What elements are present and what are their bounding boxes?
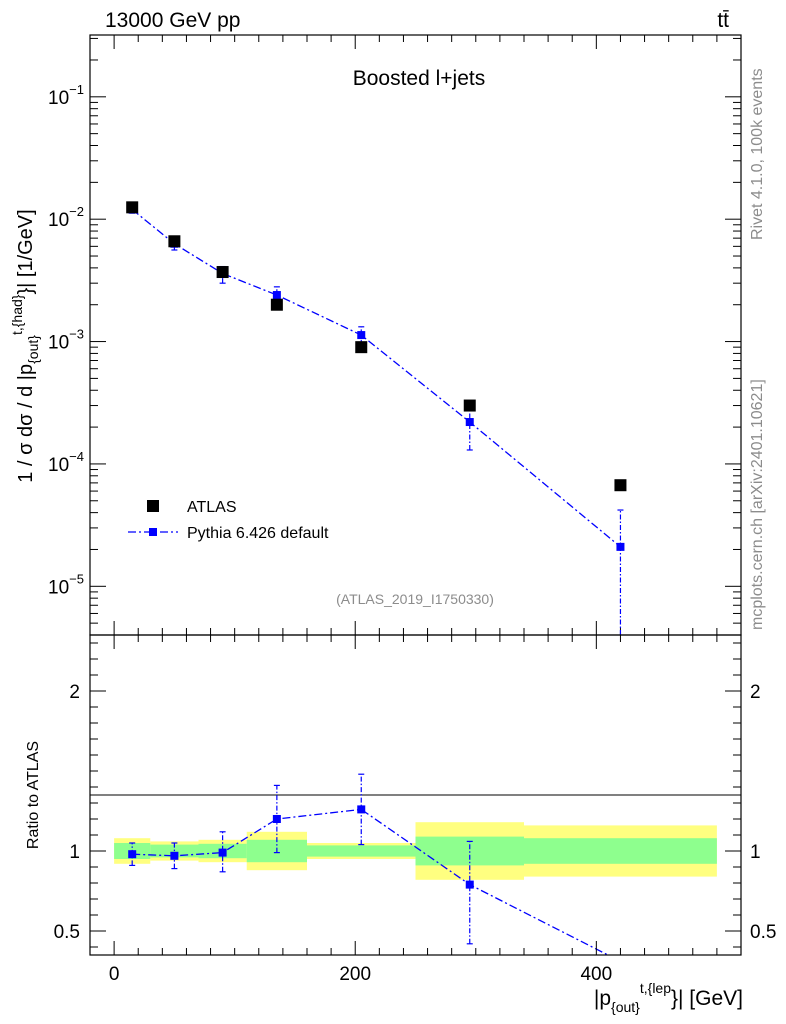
main-ytick-label-exp: −5: [69, 571, 84, 586]
main-panel-frame: [89, 34, 742, 636]
legend: ATLAS Pythia 6.426 default: [128, 499, 329, 542]
atlas-point: [216, 266, 229, 279]
process-label: tt̄: [717, 9, 729, 32]
pythia-point: [272, 291, 281, 300]
pythia-point: [465, 418, 474, 427]
main-panel-ticks: [90, 35, 741, 636]
pythia-line: [131, 208, 621, 548]
atlas-point: [126, 201, 139, 214]
ratio-xlabel: |p{out}t,{lep}| [GeV]: [594, 980, 743, 1015]
main-ylabel-tail: }| [1/GeV]: [15, 209, 37, 294]
energy-label: 13000 GeV pp: [105, 9, 240, 32]
ratio-pythia-point: [272, 815, 281, 823]
ratio-pythia-point: [357, 805, 366, 814]
ratio-pythia-point: [128, 850, 137, 859]
ratio-xlabel-sup: t,{lep: [640, 980, 671, 996]
ratio-uncertainty-bands: [114, 822, 717, 880]
ratio-ytick-label-right: 0.5: [750, 922, 776, 943]
main-series-pythia: [128, 205, 625, 635]
main-ytick-label-exp: −2: [69, 204, 84, 219]
ratio-band-green: [524, 838, 717, 864]
main-panel: 10−110−210−310−410−5 Boosted l+jets (ATL…: [9, 34, 742, 636]
ratio-clipped-group: [128, 773, 610, 955]
atlas-point: [463, 399, 476, 412]
ratio-panel-ticks: [90, 635, 741, 955]
ratio-pythia-point: [170, 851, 179, 860]
ratio-xlabel-tail: }| [GeV]: [671, 987, 743, 1010]
main-ytick-label-base: 10: [48, 210, 69, 231]
ratio-ytick-label-left: 0.5: [54, 922, 80, 943]
main-ylabel: 1 / σ dσ / d |p{out}t,{had}}| [1/GeV]: [9, 209, 41, 482]
legend-pythia-marker: [149, 528, 157, 536]
main-ytick-label: 10−5: [48, 571, 84, 598]
main-title: Boosted l+jets: [353, 67, 486, 90]
main-ytick-label-base: 10: [48, 88, 69, 109]
ratio-ytick-labels: 0.5 0.5 1 1 2 2: [54, 682, 777, 943]
legend-pythia-label: Pythia 6.426 default: [187, 525, 329, 542]
ratio-panel: 0.5 0.5 1 1 2 2 0 200 400 Ratio to ATLAS |p{out…: [25, 634, 777, 1015]
ratio-ytick-label-left: 1: [69, 842, 80, 863]
pythia-point: [357, 331, 366, 340]
ratio-xtick-label: 400: [580, 964, 612, 985]
main-ytick-label: 10−1: [48, 82, 84, 109]
mcplots-label: mcplots.cern.ch [arXiv:2401.10621]: [749, 379, 766, 630]
ratio-xtick-label: 0: [109, 964, 120, 985]
ratio-ylabel: Ratio to ATLAS: [25, 741, 42, 849]
ratio-xtick-labels: 0 200 400: [109, 964, 612, 985]
ratio-band-green: [307, 845, 416, 857]
legend-atlas-marker: [147, 500, 159, 512]
ratio-ytick-label-right: 2: [750, 682, 761, 703]
rivet-version-label: Rivet 4.1.0, 100k events: [749, 68, 766, 240]
ratio-panel-frame: [89, 634, 742, 956]
main-ytick-label: 10−4: [48, 449, 84, 476]
main-ytick-label-base: 10: [48, 455, 69, 476]
atlas-point: [168, 235, 181, 248]
atlas-point: [614, 479, 627, 492]
ratio-ytick-label-left: 2: [69, 682, 80, 703]
pythia-point: [616, 542, 625, 551]
svg-text:|p{out}t,{lep}| [GeV]: |p{out}t,{lep}| [GeV]: [594, 980, 743, 1015]
main-ytick-label: 10−3: [48, 327, 84, 354]
ratio-series-pythia: [128, 773, 610, 955]
legend-atlas-label: ATLAS: [187, 499, 237, 516]
main-ytick-label-exp: −3: [69, 327, 84, 342]
ratio-ytick-label-right: 1: [750, 842, 761, 863]
main-ytick-label-base: 10: [48, 577, 69, 598]
ratio-xtick-label: 200: [339, 964, 371, 985]
main-series-atlas: [126, 201, 627, 492]
main-ytick-label-exp: −1: [69, 82, 84, 97]
main-ytick-labels: 10−110−210−310−410−5: [48, 82, 84, 598]
main-ylabel-sub: {out}: [25, 335, 41, 364]
main-ytick-label-base: 10: [48, 333, 69, 354]
main-ylabel-text: 1 / σ dσ / d |p: [15, 364, 37, 483]
main-ylabel-sup: t,{had}: [9, 294, 25, 335]
analysis-watermark: (ATLAS_2019_I1750330): [336, 591, 494, 607]
main-ytick-label-exp: −4: [69, 449, 84, 464]
ratio-pythia-point: [218, 848, 227, 857]
ratio-xlabel-text: |p: [594, 987, 611, 1010]
main-ytick-label: 10−2: [48, 204, 84, 231]
atlas-point: [355, 341, 368, 354]
svg-text:1 / σ dσ / d |p{out}t,{had}}|: 1 / σ dσ / d |p{out}t,{had}}| [1/GeV]: [9, 209, 41, 482]
atlas-point: [270, 298, 283, 311]
ratio-pythia-point: [465, 880, 474, 889]
ratio-xlabel-sub: {out}: [611, 999, 640, 1015]
